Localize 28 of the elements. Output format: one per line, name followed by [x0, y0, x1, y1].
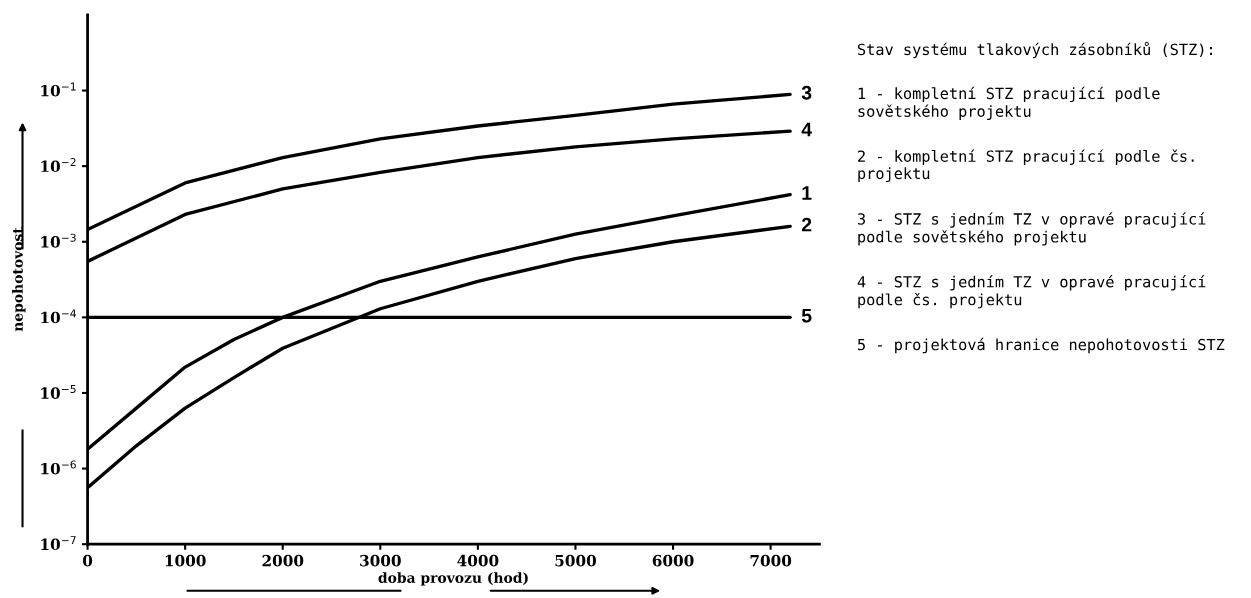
x-tick-label: 2000	[262, 554, 304, 567]
y-tick-label: 10$^{−3}$	[41, 233, 76, 248]
y-axis-title: nepohotovost	[12, 227, 26, 332]
x-tick-label: 0	[82, 554, 93, 567]
text: 4 - STZ s jedním TZ v opravé pracující podle čs. projektu	[857, 275, 1206, 309]
y-tick-label: 10$^{−2}$	[41, 158, 76, 173]
x-tick-label: 3000	[360, 554, 401, 567]
x-tick-label: 4000	[457, 554, 499, 567]
text: 5 - projektová hranice nepohotovosti STZ	[858, 337, 1225, 354]
text: 3 - STZ s jedním TZ v opravé pracující podle sovětského projektu	[857, 212, 1206, 246]
x-axis-title: doba provozu (hod)	[378, 572, 528, 586]
y-tick-label: 10$^{−5}$	[41, 385, 76, 399]
x-tick-label: 1000	[165, 554, 206, 567]
x-tick-label: 5000	[555, 554, 596, 567]
text: Stav systému tlakových zásobníků (STZ):	[857, 41, 1212, 59]
text: 2 - kompletní STZ pracující podle čs. projektu	[858, 149, 1194, 183]
x-tick-label: 6000	[652, 554, 694, 567]
text: 1 - kompletní STZ pracující podle sovětského projektu	[858, 86, 1160, 120]
series-label: 3	[801, 85, 812, 100]
series-label: 2	[801, 217, 812, 232]
x-tick-label: 7000	[750, 554, 792, 567]
y-tick-label: 10$^{−6}$	[41, 460, 76, 475]
series-label: 5	[801, 309, 812, 323]
series-label: 1	[802, 186, 812, 200]
series-label: 4	[801, 122, 812, 137]
y-tick-label: 10$^{−1}$	[41, 82, 76, 97]
y-tick-label: 10$^{−4}$	[41, 309, 76, 324]
y-tick-label: 10$^{−7}$	[41, 536, 76, 551]
